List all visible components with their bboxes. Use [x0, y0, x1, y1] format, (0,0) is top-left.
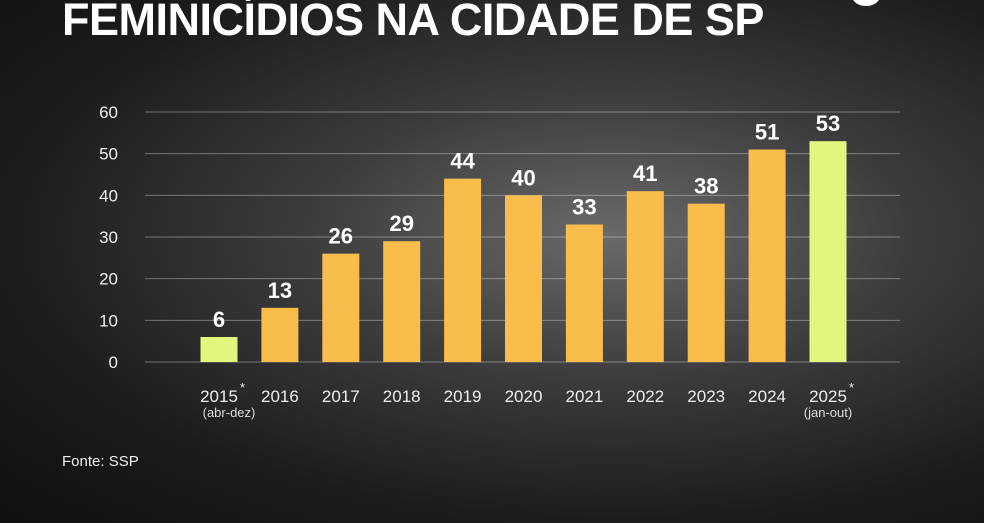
data-label: 33: [572, 195, 596, 220]
data-label: 26: [329, 224, 353, 249]
logo-icon: [852, 0, 880, 6]
x-tick-label: 2017: [322, 387, 360, 406]
bar: [322, 253, 360, 362]
bar: [505, 195, 542, 362]
y-tick-label: 20: [99, 270, 118, 289]
bar: [383, 241, 421, 362]
data-label: 51: [755, 120, 779, 145]
bar: [444, 178, 482, 362]
x-tick-label: 2021: [565, 387, 603, 406]
chart-title: FEMINICÍDIOS NA CIDADE DE SP: [62, 0, 764, 45]
data-label: 53: [816, 111, 840, 136]
footnote-mark: *: [849, 380, 854, 395]
data-label: 13: [268, 278, 292, 303]
x-tick-label: 2025: [809, 387, 847, 406]
data-label: 44: [450, 149, 475, 174]
x-tick-label: 2018: [383, 387, 421, 406]
data-label: 40: [511, 165, 535, 190]
data-label: 6: [213, 307, 225, 332]
y-tick-label: 0: [109, 353, 118, 372]
y-tick-label: 40: [99, 186, 118, 205]
bar: [200, 337, 238, 362]
x-tick-note: (jan-out): [804, 405, 852, 420]
data-label: 41: [633, 161, 657, 186]
x-tick-label: 2023: [687, 387, 725, 406]
x-tick-label: 2020: [505, 387, 543, 406]
bar: [626, 191, 664, 362]
x-tick-label: 2015: [200, 387, 238, 406]
data-label: 29: [389, 211, 413, 236]
x-tick-note: (abr-dez): [203, 405, 256, 420]
x-tick-label: 2016: [261, 387, 299, 406]
data-label: 38: [694, 174, 718, 199]
y-tick-label: 50: [99, 145, 118, 164]
x-tick-label: 2024: [748, 387, 786, 406]
y-tick-label: 60: [99, 103, 118, 122]
bar: [809, 141, 847, 362]
y-tick-label: 10: [99, 311, 118, 330]
bar: [261, 307, 299, 362]
bar: [748, 149, 786, 362]
footnote-mark: *: [240, 380, 245, 395]
bar: [687, 203, 725, 362]
bar: [565, 224, 603, 362]
x-tick-label: 2022: [626, 387, 664, 406]
y-tick-label: 30: [99, 228, 118, 247]
x-tick-label: 2019: [444, 387, 482, 406]
source-note: Fonte: SSP: [62, 453, 139, 470]
